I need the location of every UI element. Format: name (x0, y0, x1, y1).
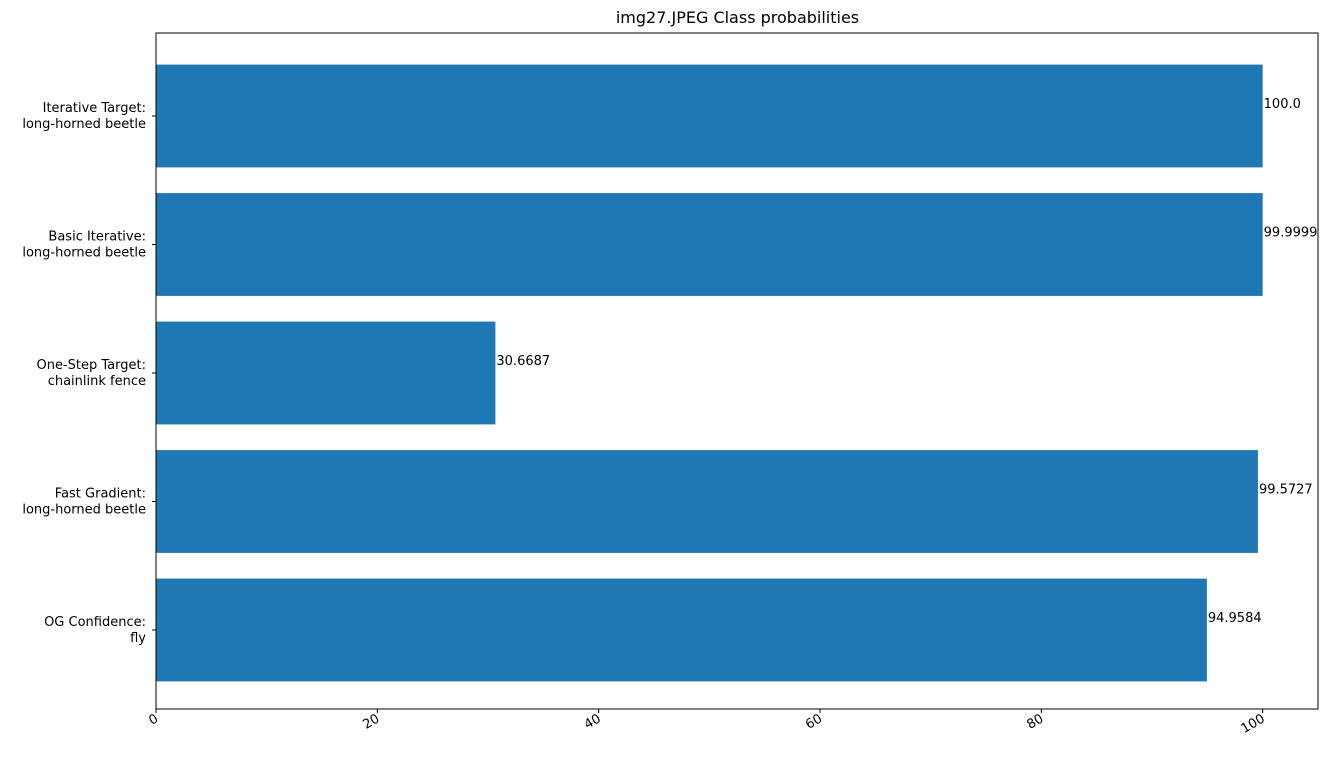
data-label-3: 99.9999 (1264, 226, 1318, 241)
x-tick-label-2: 40 (582, 711, 604, 732)
data-label-1: 99.5727 (1259, 483, 1313, 498)
bar-2 (156, 321, 496, 425)
x-axis: 0 20 40 60 80 100 (146, 709, 1268, 737)
category-label-3: Basic Iterative: long-horned beetle (22, 230, 146, 261)
x-tick-label-4: 80 (1025, 711, 1047, 732)
category-label-2: One-Step Target: chainlink fence (37, 358, 147, 389)
category-label-0: OG Confidence: fly (44, 615, 146, 646)
category-label-1: Fast Gradient: long-horned beetle (22, 487, 146, 518)
bar-4 (156, 64, 1263, 168)
data-labels: 94.9584 99.5727 30.6687 99.9999 100.0 (496, 97, 1317, 626)
x-tick-label-1: 20 (361, 711, 383, 732)
plot-frame (155, 32, 1319, 710)
bars-group (156, 64, 1263, 682)
chart-title: img27.JPEG Class probabilities (616, 8, 859, 27)
category-label-4: Iterative Target: long-horned beetle (22, 101, 146, 132)
data-label-2: 30.6687 (496, 354, 550, 369)
bar-0 (156, 578, 1207, 682)
bar-1 (156, 450, 1258, 553)
bar-3 (156, 193, 1263, 296)
category-labels: OG Confidence: fly Fast Gradient: long-horn… (22, 101, 156, 646)
x-tick-label-5: 100 (1239, 711, 1268, 736)
data-label-4: 100.0 (1264, 97, 1301, 112)
x-tick-label-3: 60 (803, 711, 825, 732)
x-tick-label-0: 0 (146, 711, 161, 728)
data-label-0: 94.9584 (1208, 611, 1262, 626)
